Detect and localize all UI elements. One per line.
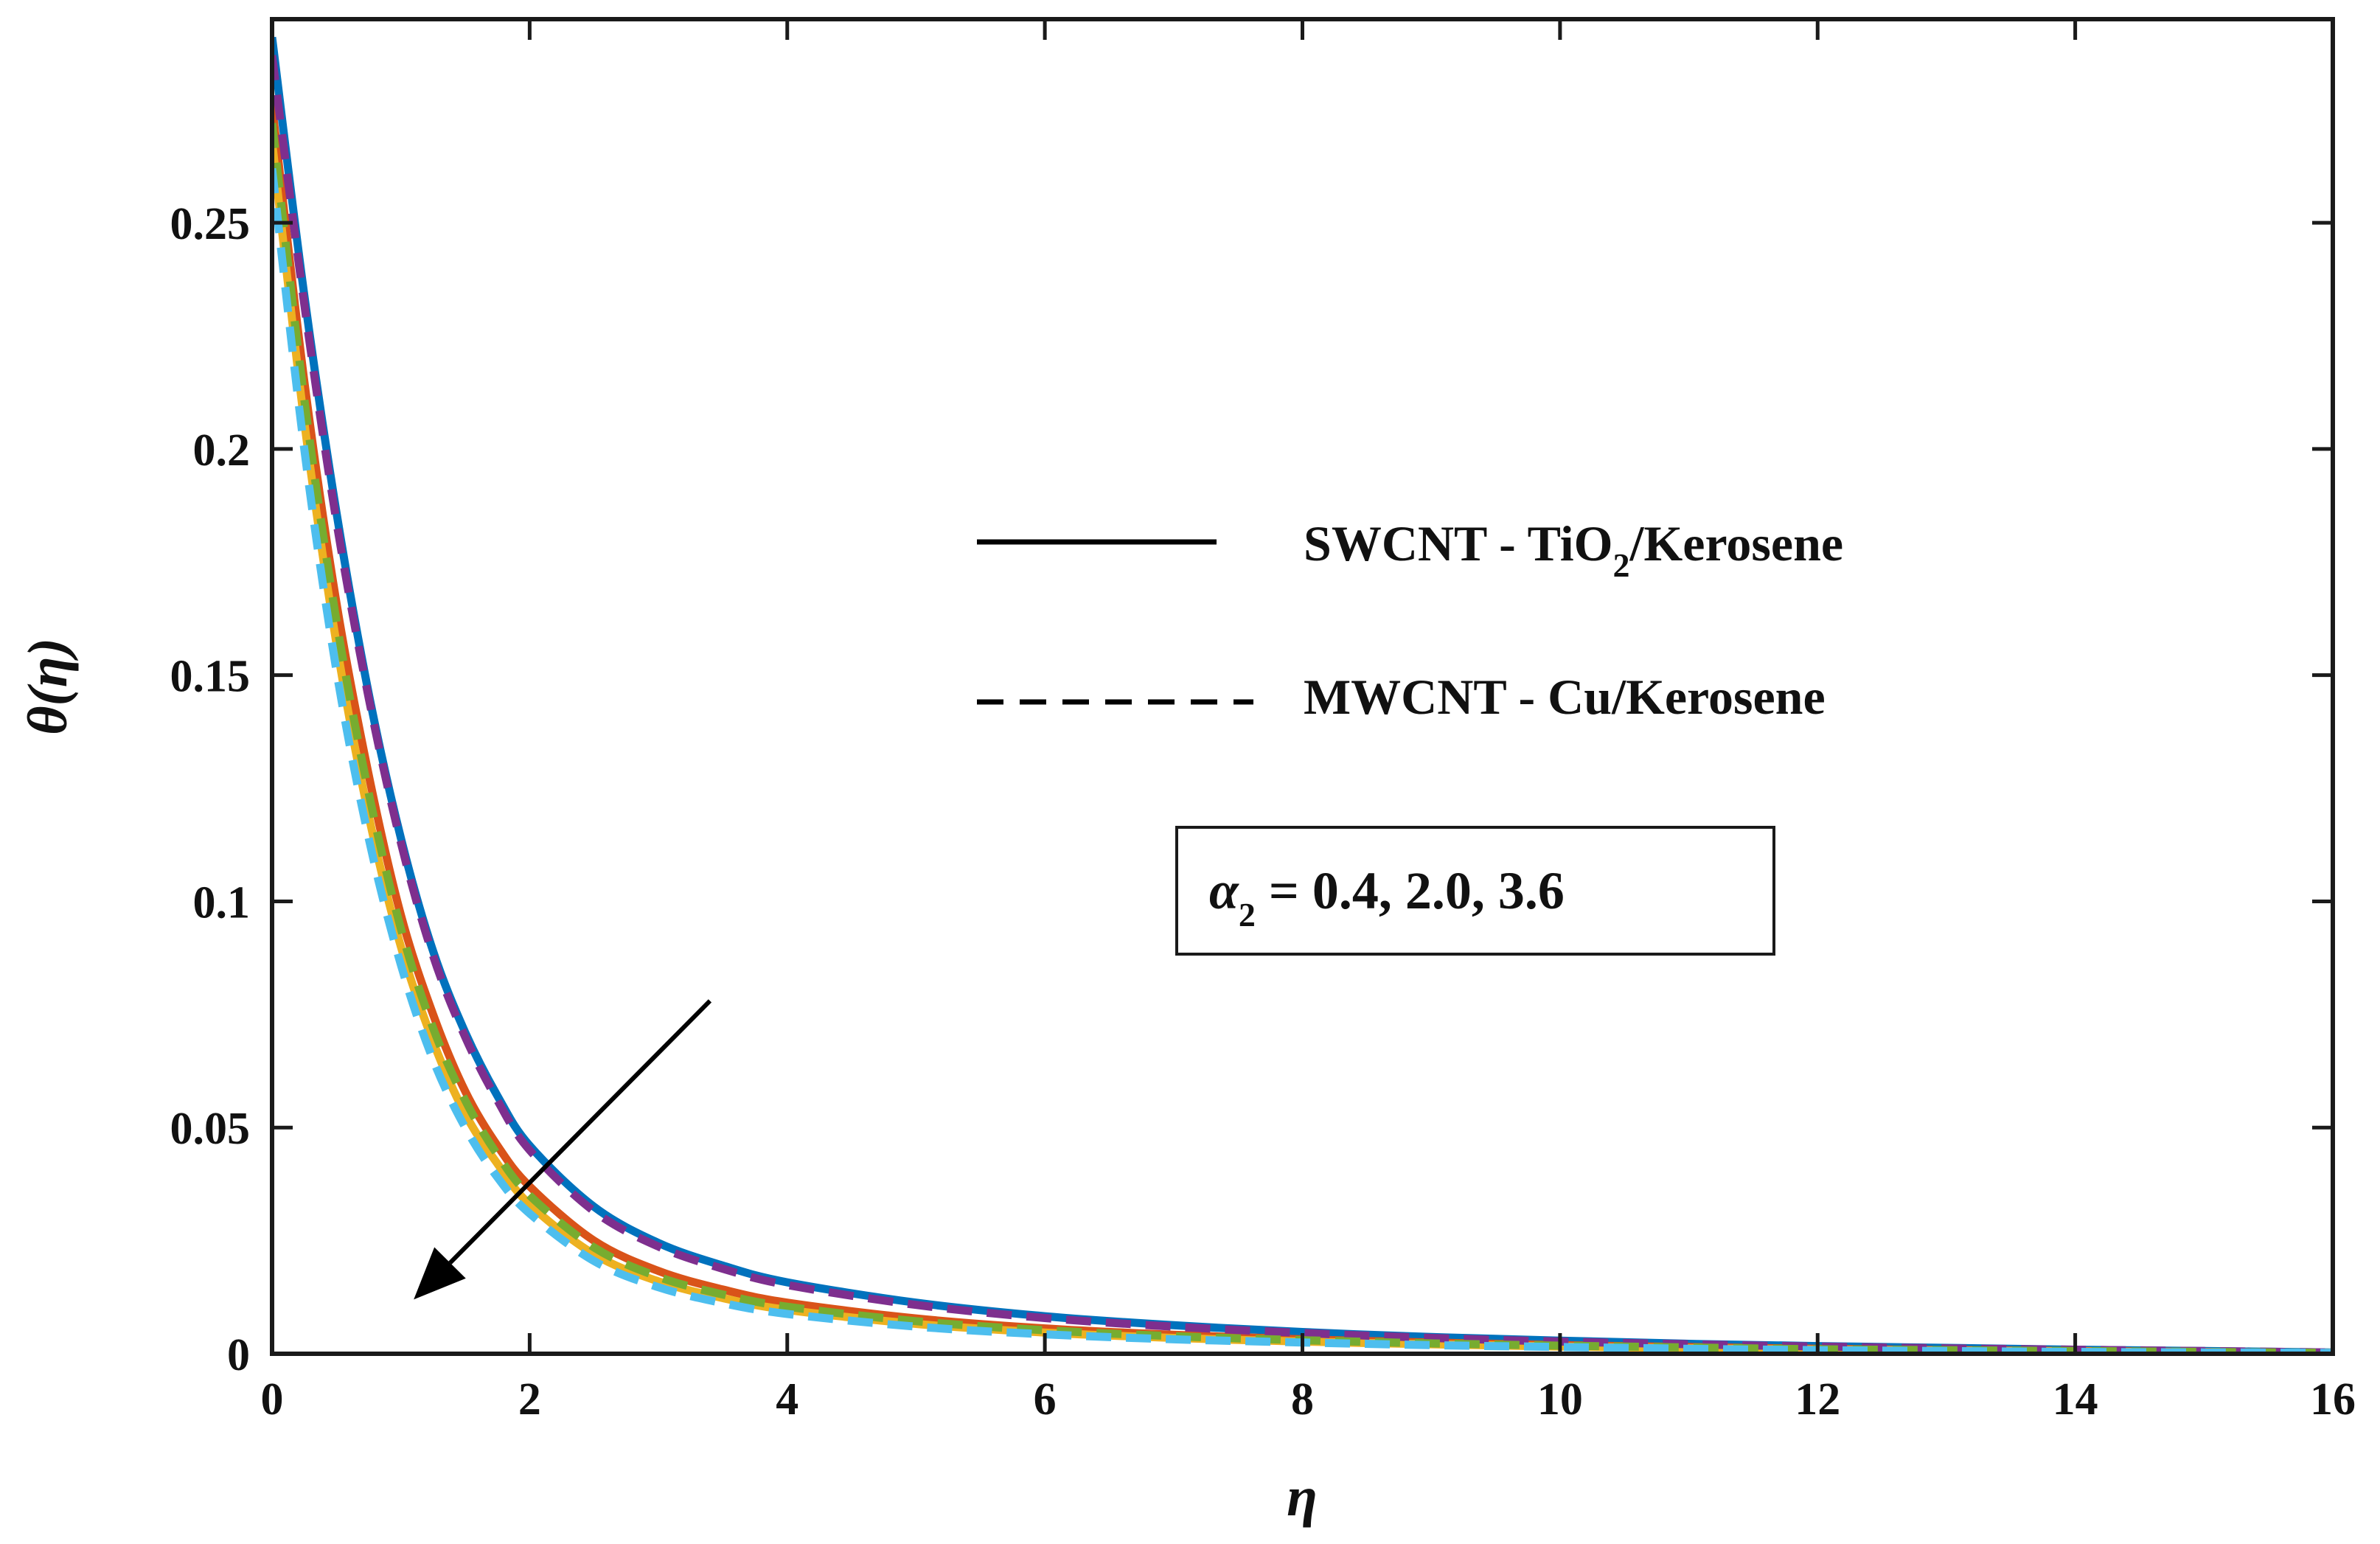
- series-line-6: [272, 167, 2333, 1354]
- legend-label-mwcnt: MWCNT - Cu/Kerosene: [1304, 669, 1826, 725]
- annotation-subscript: 2: [1239, 896, 1256, 933]
- y-tick-label: 0: [227, 1330, 250, 1380]
- y-tick-label: 0.25: [170, 199, 251, 249]
- x-tick-label: 4: [776, 1374, 798, 1425]
- legend-label-swcnt-sub: 2: [1613, 546, 1630, 584]
- y-tick-label: 0.05: [170, 1104, 251, 1154]
- x-tick-label: 10: [1537, 1374, 1583, 1425]
- parameter-annotation: α2 = 0.4, 2.0, 3.6: [1175, 826, 1775, 956]
- x-tick-label: 0: [261, 1374, 284, 1425]
- legend: SWCNT - TiO2/Kerosene MWCNT - Cu/Kerosen…: [977, 515, 1843, 725]
- annotation-box: [1175, 826, 1775, 956]
- x-tick-label: 12: [1795, 1374, 1840, 1425]
- arrow-head: [414, 1247, 466, 1300]
- legend-label-swcnt-main: SWCNT - TiO: [1304, 515, 1613, 571]
- y-tick-label: 0.1: [193, 877, 251, 928]
- annotation-values: = 0.4, 2.0, 3.6: [1256, 861, 1565, 920]
- y-tick-label: 0.2: [193, 425, 251, 476]
- x-tick-label: 14: [2053, 1374, 2098, 1425]
- x-axis-label: η: [1287, 1466, 1318, 1528]
- legend-label-swcnt: SWCNT - TiO2/Kerosene: [1304, 515, 1843, 584]
- x-tick-label: 2: [518, 1374, 541, 1425]
- legend-label-swcnt-tail: /Kerosene: [1629, 515, 1844, 571]
- series-layer: [272, 36, 2333, 1354]
- annotation-text: α2 = 0.4, 2.0, 3.6: [1209, 861, 1565, 933]
- series-line-5: [272, 122, 2333, 1354]
- x-tick-label: 6: [1034, 1374, 1057, 1425]
- x-tick-label: 16: [2310, 1374, 2356, 1425]
- y-axis-label: θ(η): [17, 638, 79, 735]
- trend-arrow: [414, 999, 712, 1300]
- ticks-layer: 0 2 4 6 8 10 12 14 16 0 0.05 0.1 0.15 0.2 0.25: [170, 19, 2356, 1425]
- annotation-symbol: α: [1209, 861, 1239, 920]
- y-tick-label: 0.15: [170, 652, 251, 702]
- plot-frame: [270, 17, 2335, 1356]
- arrow-shaft: [448, 999, 712, 1265]
- x-tick-label: 8: [1291, 1374, 1314, 1425]
